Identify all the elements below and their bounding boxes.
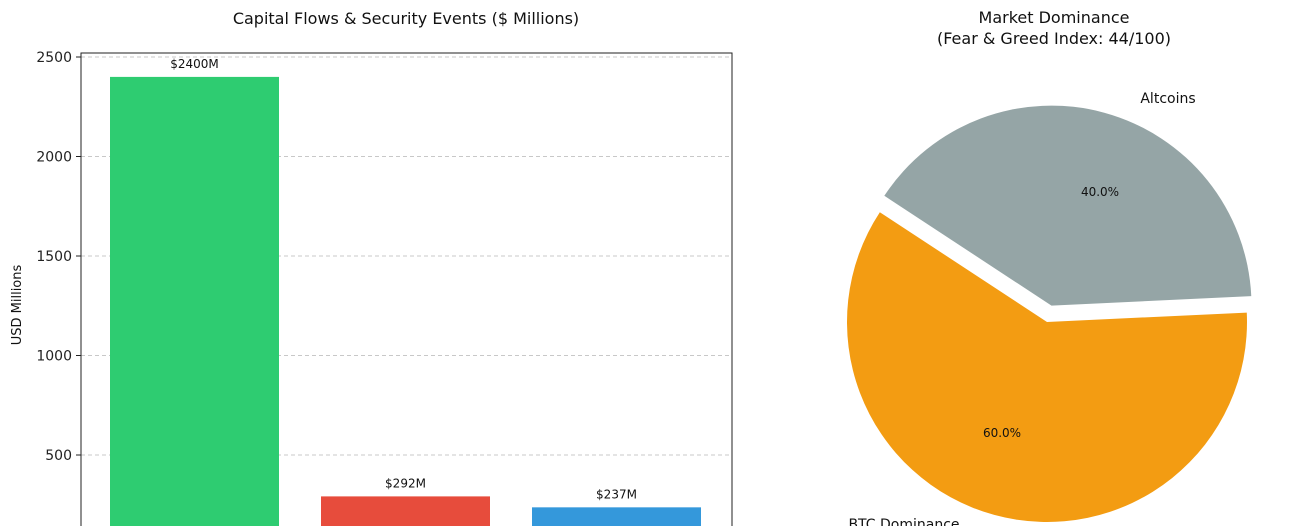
y-tick-label: 2500 (36, 50, 72, 66)
y-ticks: 500 1000 1500 2000 2500 (36, 50, 81, 464)
pie-slice-label: BTC Dominance (848, 517, 959, 526)
bar (321, 496, 490, 526)
y-tick-label: 500 (45, 448, 72, 464)
bar (532, 507, 701, 526)
y-axis-label: USD Millions (10, 265, 25, 346)
pie-percent-label: 40.0% (1081, 185, 1119, 199)
bars (110, 76, 701, 526)
bar-chart: Capital Flows & Security Events ($ Milli… (10, 9, 733, 526)
pie-title-line-1: Market Dominance (979, 8, 1130, 27)
pie-chart: Market Dominance (Fear & Greed Index: 44… (846, 8, 1252, 526)
pie-slices (846, 105, 1252, 522)
bar (110, 76, 279, 526)
bar-data-label: $292M (385, 476, 426, 490)
pie-slice-label: Altcoins (1140, 91, 1195, 107)
pie-title-line-2: (Fear & Greed Index: 44/100) (937, 29, 1171, 48)
bar-data-label: $2400M (170, 57, 219, 71)
bar-data-label: $237M (596, 487, 637, 501)
bar-chart-title: Capital Flows & Security Events ($ Milli… (233, 9, 579, 28)
y-tick-label: 1500 (36, 249, 72, 265)
pie-labels: BTC Dominance 60.0% Altcoins 40.0% (848, 91, 1195, 526)
bar-data-labels: $2400M $292M $237M (170, 57, 637, 501)
pie-percent-label: 60.0% (983, 426, 1021, 440)
plot-frame (80, 52, 733, 526)
pie-slice (846, 212, 1247, 522)
y-tick-label: 2000 (36, 150, 72, 166)
pie-slice (884, 105, 1252, 306)
y-tick-label: 1000 (36, 349, 72, 365)
